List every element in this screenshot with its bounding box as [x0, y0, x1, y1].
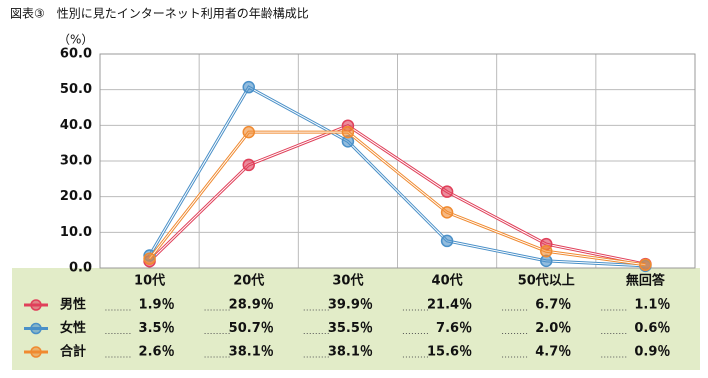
x-tick-label: 20代 [233, 273, 264, 289]
y-tick-label: 40.0 [60, 118, 92, 133]
x-tick-label: 無回答 [626, 273, 666, 289]
x-tick-label: 10代 [134, 273, 165, 289]
value-label: 4.7％ [535, 345, 571, 360]
value-label: 1.9％ [139, 298, 175, 313]
legend-marker [30, 322, 42, 335]
point [440, 185, 454, 198]
value-label: 7.6％ [436, 321, 472, 336]
y-tick-label: 20.0 [60, 189, 92, 204]
point [143, 252, 156, 265]
point [639, 258, 652, 272]
table-background [12, 268, 700, 370]
value-label: 0.6％ [634, 321, 670, 336]
y-tick-label: 60.0 [60, 47, 92, 62]
value-label: 3.5％ [139, 321, 175, 336]
x-tick-label: 30代 [332, 273, 363, 289]
legend-label: 合計 [60, 344, 86, 360]
chart-title: 図表③ 性別に見たインターネット利用者の年齢構成比 [10, 6, 309, 21]
point [242, 80, 255, 94]
y-tick-label: 10.0 [60, 225, 92, 240]
y-tick-label: 30.0 [60, 154, 92, 169]
plot-border [99, 53, 696, 269]
series-line-inner [149, 131, 646, 266]
series-line-inner [149, 125, 646, 265]
y-tick-label: 0.0 [69, 261, 92, 276]
legend-marker [30, 299, 42, 311]
point [540, 244, 553, 258]
point [440, 206, 454, 219]
point [242, 158, 255, 172]
value-label: 15.6％ [427, 345, 472, 360]
legend-marker [30, 346, 42, 358]
value-label: 50.7％ [229, 321, 274, 336]
value-label: 35.5％ [328, 321, 373, 336]
value-label: 39.9％ [328, 298, 373, 313]
value-label: 38.1％ [328, 345, 373, 360]
value-label: 21.4％ [427, 298, 472, 313]
value-label: 28.9％ [229, 298, 274, 313]
point [242, 125, 255, 139]
value-label: 1.1％ [634, 298, 670, 313]
y-tick-label: 50.0 [60, 82, 92, 97]
x-tick-label: 40代 [432, 273, 463, 289]
point [440, 234, 454, 248]
value-label: 2.0％ [535, 321, 571, 336]
value-label: 2.6％ [139, 345, 175, 360]
value-label: 6.7％ [535, 298, 571, 313]
x-tick-label: 50代以上 [518, 273, 575, 289]
y-unit: （%） [58, 33, 93, 47]
value-label: 38.1％ [229, 345, 274, 360]
value-label: 0.9％ [634, 345, 670, 360]
point [341, 125, 355, 139]
legend-label: 男性 [60, 297, 86, 313]
series-line-inner [149, 86, 646, 267]
legend-label: 女性 [60, 320, 86, 336]
